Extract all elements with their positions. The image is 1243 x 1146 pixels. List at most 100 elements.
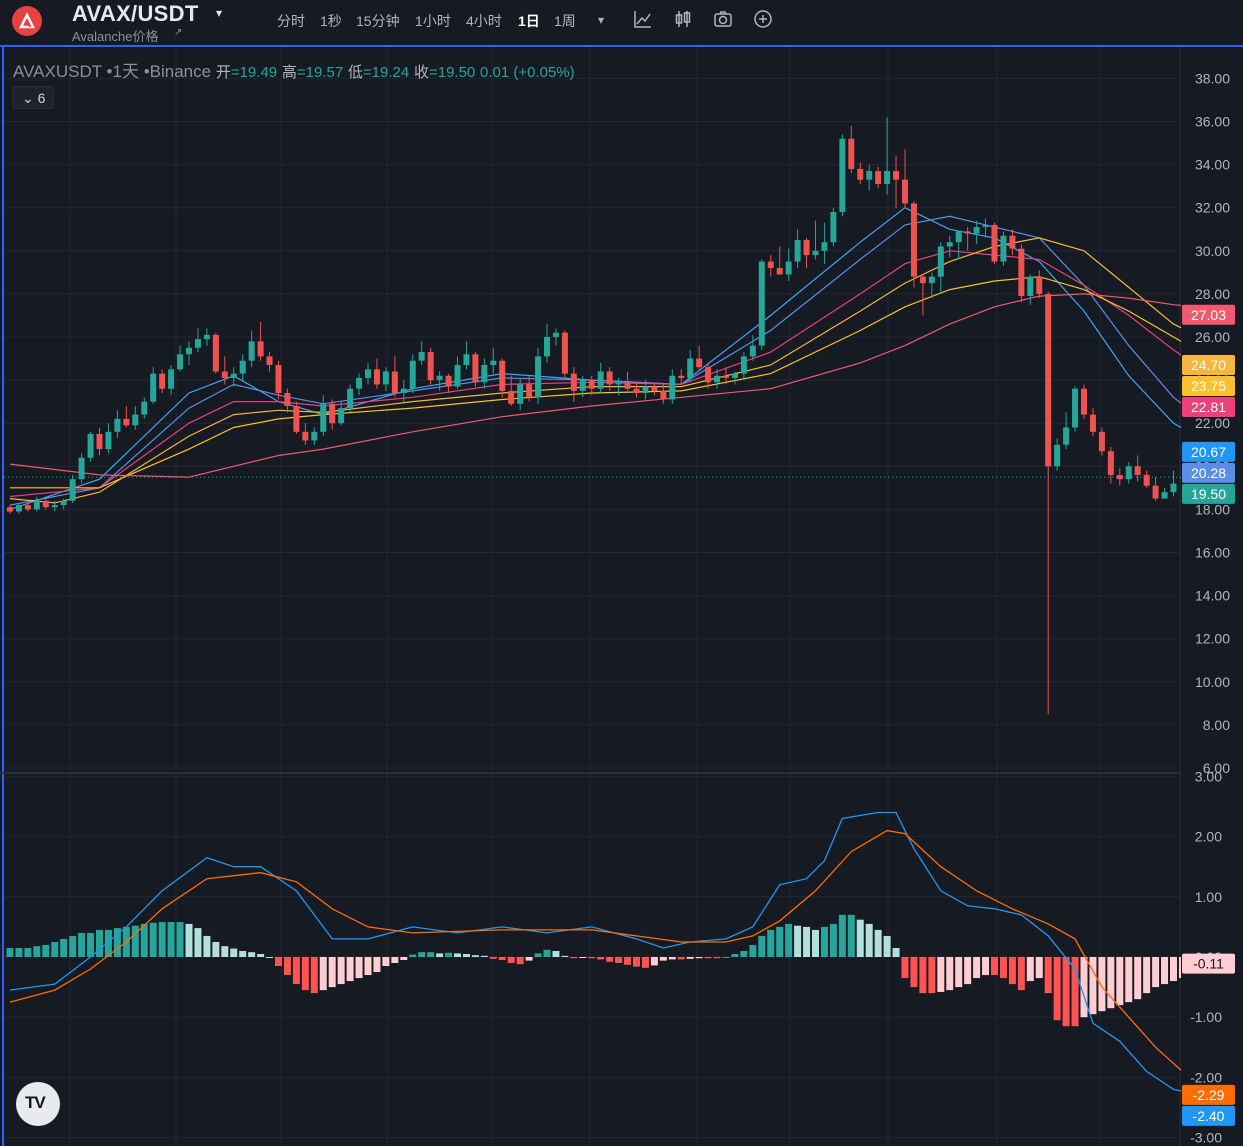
macd-bar [704, 957, 712, 959]
legend-open-value: =19.49 [230, 64, 278, 81]
candle-body [740, 356, 747, 374]
macd-bar [364, 957, 372, 976]
macd-tick-label: -1.00 [1190, 1009, 1222, 1025]
price-tick-label: 34.00 [1195, 157, 1230, 173]
tradingview-logo-icon[interactable]: TV [16, 1082, 60, 1126]
symbol-subtitle[interactable]: Avalanche价格 [72, 29, 159, 44]
macd-bar [901, 957, 909, 979]
candle-body [1089, 414, 1096, 432]
macd-bar [776, 926, 784, 957]
add-icon[interactable] [752, 8, 774, 30]
timeframe-1d[interactable]: 1日 [518, 13, 540, 29]
camera-icon[interactable] [712, 8, 734, 30]
candle-body [203, 334, 210, 340]
macd-bar [1062, 957, 1070, 1027]
candle-body [1134, 466, 1141, 475]
macd-bar [176, 922, 184, 957]
macd-bar [391, 957, 399, 964]
legend-interval: •1天 [106, 62, 139, 81]
candle-body [526, 384, 533, 398]
price-tag: 22.81 [1182, 397, 1235, 418]
candle-body [758, 261, 765, 346]
candle-body [767, 261, 774, 269]
ma-line-2 [9, 250, 1243, 498]
indicator-collapse-button[interactable]: ⌄ 6 [12, 86, 54, 109]
timeframe-1h[interactable]: 1小时 [415, 13, 451, 29]
price-tag-bg [1182, 376, 1235, 397]
candle-body [33, 500, 40, 510]
macd-bar [543, 949, 551, 957]
macd-bar [1134, 957, 1142, 1000]
candle-body [1116, 474, 1123, 480]
indicators-icon[interactable] [632, 8, 654, 30]
candle-body [1170, 483, 1177, 493]
chevron-down-icon: ⌄ [22, 90, 34, 106]
macd-bar [301, 957, 309, 991]
candle-body [544, 337, 550, 357]
symbol-dropdown-icon[interactable]: ▾ [216, 6, 223, 20]
macd-bar [1080, 957, 1088, 1018]
macd-bar [803, 926, 811, 957]
macd-bar [1098, 957, 1106, 1012]
timeframe-15m[interactable]: 15分钟 [356, 13, 400, 29]
candle-body [266, 356, 273, 366]
macd-bar [1071, 957, 1079, 1027]
candle-body [436, 375, 443, 381]
candle-body [463, 354, 470, 366]
macd-bar [283, 957, 291, 976]
macd-bar [319, 957, 327, 991]
candle-body [356, 377, 363, 389]
candle-body [194, 339, 201, 348]
macd-bar [498, 957, 506, 961]
candle-body [481, 365, 488, 383]
price-tag: 24.70 [1182, 355, 1235, 376]
price-tag: 27.03 [1182, 304, 1235, 325]
macd-bar [409, 954, 417, 957]
candle-body [588, 380, 595, 389]
timeframe-tick[interactable]: 分时 [277, 13, 305, 29]
macd-bar [919, 957, 927, 994]
external-link-icon[interactable]: ↗ [174, 27, 183, 38]
avalanche-logo-icon [12, 6, 42, 36]
candle-body [42, 500, 49, 508]
candle-body [651, 386, 658, 391]
candle-body [570, 373, 577, 391]
candle-body [391, 371, 398, 394]
price-tag-label: 20.28 [1191, 465, 1226, 481]
candle-body [633, 388, 640, 394]
candle-body [561, 332, 568, 374]
macd-bar [87, 932, 95, 957]
legend-exchange: •Binance [143, 62, 212, 81]
macd-bar [740, 950, 748, 957]
candle-body [606, 371, 613, 385]
macd-bar [999, 957, 1007, 979]
candle-body [1045, 293, 1052, 467]
candles [7, 117, 1186, 715]
macd-bar [60, 938, 68, 957]
candle-body [60, 500, 67, 506]
symbol-title[interactable]: AVAX/USDT [72, 1, 199, 26]
candle-body [221, 371, 228, 378]
candle-body [105, 431, 112, 450]
timeframe-1s[interactable]: 1秒 [320, 13, 342, 29]
ma-line-5 [9, 293, 1243, 478]
price-tag: 19.50 [1182, 483, 1235, 504]
price-tag-label: 19.50 [1191, 486, 1226, 502]
candle-body [365, 369, 371, 378]
candle-body [490, 360, 497, 366]
macd-bar [749, 944, 757, 957]
price-tag: 20.28 [1182, 462, 1235, 483]
timeframe-1w[interactable]: 1周 [554, 13, 576, 29]
price-tag-bg [1182, 304, 1235, 325]
timeframe-4h[interactable]: 4小时 [466, 13, 502, 29]
candle-body [472, 354, 479, 383]
macd-bar [400, 957, 408, 961]
legend-pair: AVAXUSDT [13, 62, 102, 81]
more-timeframes-icon[interactable]: ▾ [598, 13, 605, 27]
price-tag: 20.67 [1182, 441, 1235, 462]
macd-bar [149, 922, 157, 957]
price-tick-label: 6.00 [1203, 760, 1230, 776]
macd-bar [185, 923, 193, 957]
chart-type-icon[interactable] [672, 8, 694, 30]
